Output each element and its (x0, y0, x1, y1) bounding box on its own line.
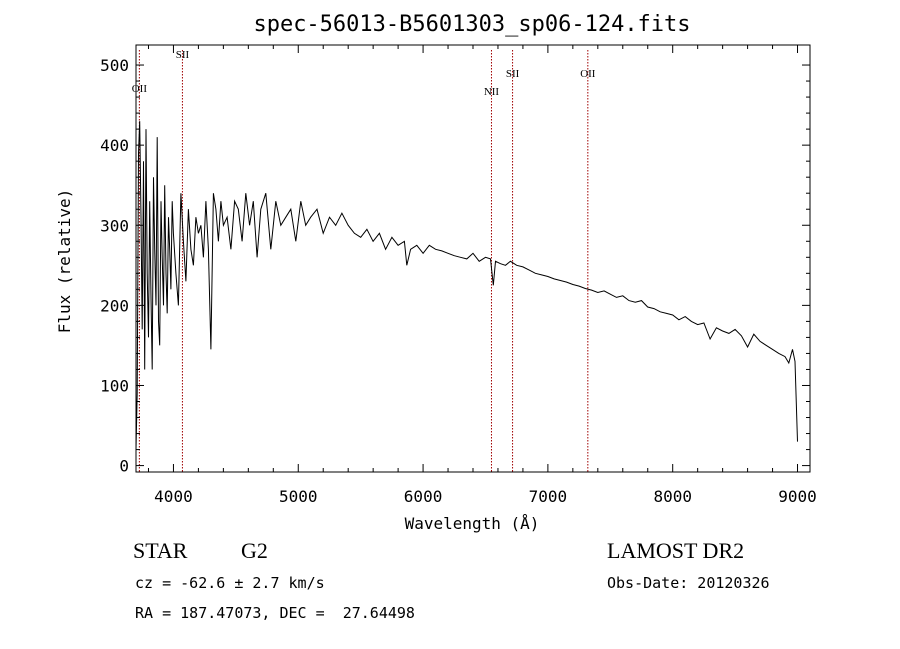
y-tick-label: 0 (119, 457, 129, 476)
spectrum-series (135, 121, 798, 450)
emission-lines: OII SII NII SII OII (132, 49, 596, 472)
x-tick-label: 4000 (154, 487, 193, 506)
chart-title: spec-56013-B5601303_sp06-124.fits (253, 12, 690, 37)
plot-frame (135, 44, 811, 473)
y-tick-label: 200 (100, 296, 129, 315)
emission-line-label: SII (176, 49, 190, 61)
spectrum-line (135, 121, 798, 450)
observation-date: Obs-Date: 20120326 (607, 574, 770, 592)
redshift-cz: cz = -62.6 ± 2.7 km/s (135, 574, 325, 592)
y-tick-label: 300 (100, 216, 129, 235)
axis-ticks: 4000 5000 6000 7000 8000 9000 0 100 200 300 400 500 (100, 45, 817, 506)
x-tick-label: 7000 (529, 487, 568, 506)
x-axis-label: Wavelength (Å) (405, 514, 540, 533)
emission-line-label: OII (132, 83, 148, 95)
object-subclass: G2 (241, 538, 268, 563)
y-tick-label: 400 (100, 136, 129, 155)
x-tick-label: 6000 (404, 487, 443, 506)
survey-name: LAMOST DR2 (607, 538, 745, 563)
object-class: STAR (133, 538, 188, 563)
x-tick-label: 8000 (653, 487, 692, 506)
y-tick-label: 100 (100, 376, 129, 395)
y-axis-label: Flux (relative) (55, 189, 74, 334)
emission-line-label: OII (580, 68, 596, 80)
emission-line-label: SII (506, 68, 520, 80)
emission-line-label: NII (484, 86, 500, 98)
coordinates: RA = 187.47073, DEC = 27.64498 (135, 604, 415, 622)
y-tick-label: 500 (100, 56, 129, 75)
x-tick-label: 5000 (279, 487, 318, 506)
x-tick-label: 9000 (778, 487, 817, 506)
